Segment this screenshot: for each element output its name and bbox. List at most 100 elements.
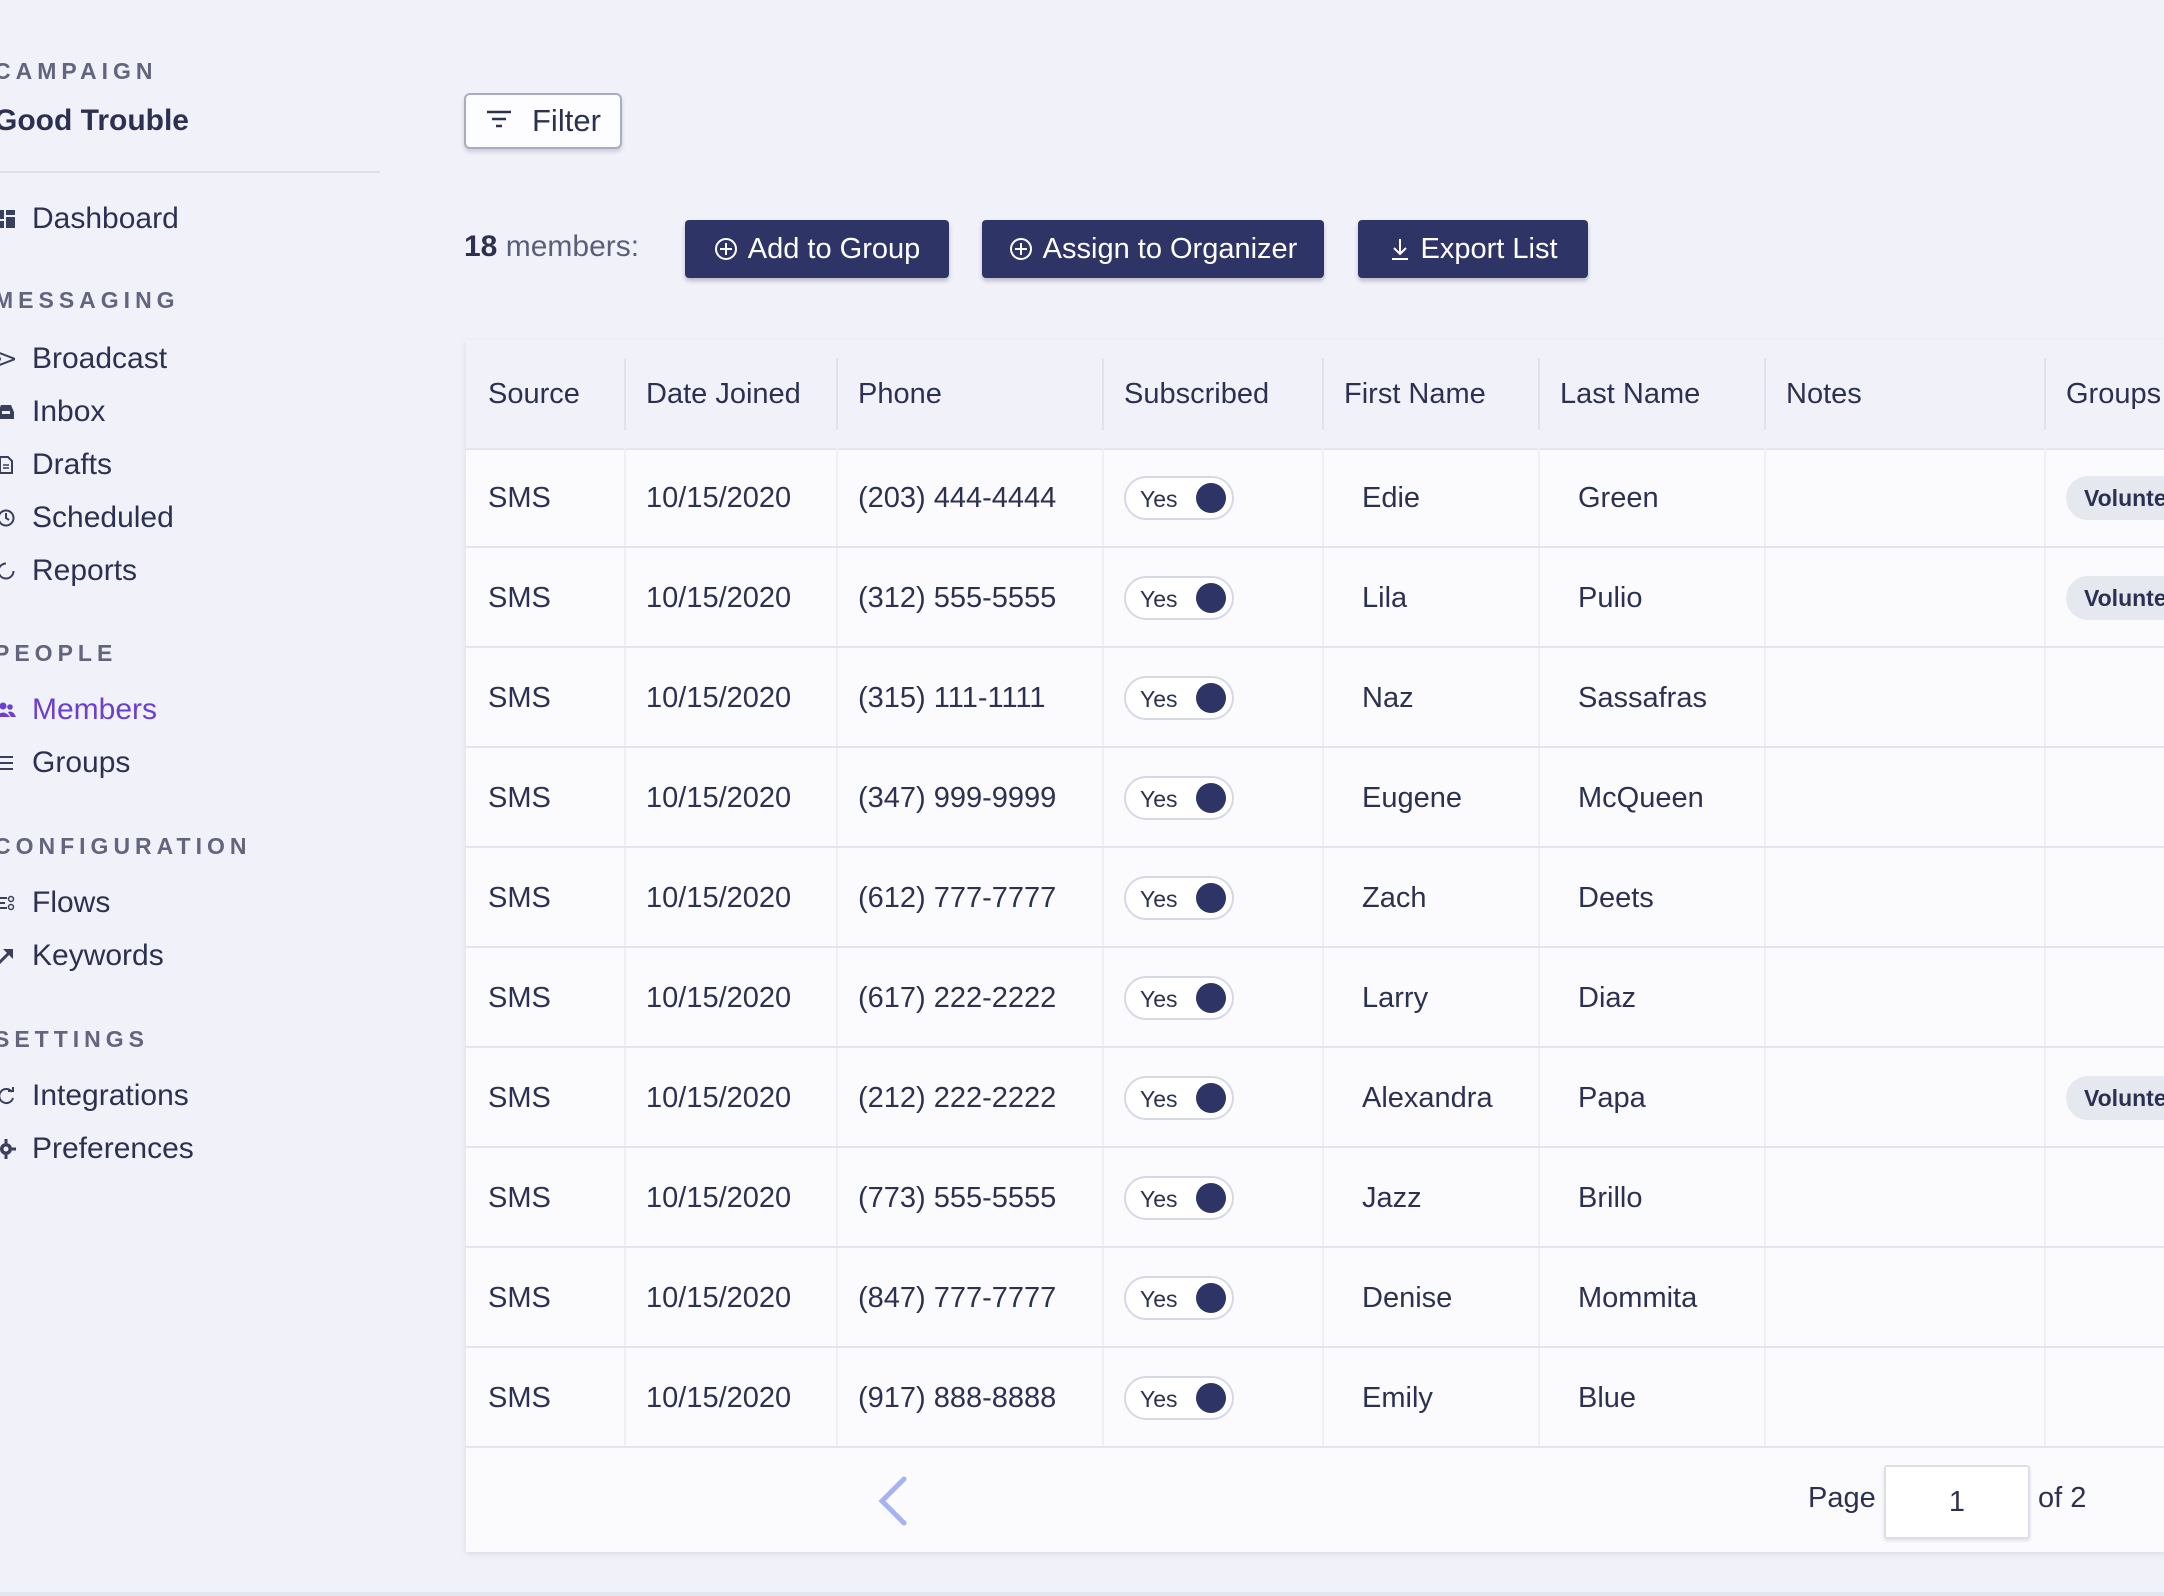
row-divider [836, 1248, 838, 1346]
cell-source: SMS [488, 981, 551, 1014]
sidebar-item-members[interactable]: Members [0, 686, 157, 734]
previous-page-button[interactable] [876, 1476, 910, 1531]
subscribed-toggle[interactable]: Yes [1124, 476, 1234, 520]
toggle-knob [1196, 1383, 1226, 1413]
chart-pie-icon [0, 561, 16, 581]
row-divider [1102, 1148, 1104, 1246]
add-to-group-button[interactable]: Add to Group [685, 220, 949, 278]
table-row[interactable]: SMS 10/15/2020 (847) 777-7777 Yes Denise… [466, 1248, 2164, 1348]
cell-source: SMS [488, 1181, 551, 1214]
sidebar-item-dashboard[interactable]: Dashboard [0, 195, 179, 243]
sidebar-item-drafts[interactable]: Drafts [0, 441, 112, 489]
row-divider [624, 1248, 626, 1346]
table-header: Source Date Joined Phone Subscribed Firs… [466, 340, 2164, 450]
subscribed-toggle[interactable]: Yes [1124, 1276, 1234, 1320]
column-header-subscribed[interactable]: Subscribed [1124, 377, 1270, 410]
sidebar-item-reports[interactable]: Reports [0, 547, 137, 595]
column-divider [1322, 358, 1324, 430]
row-divider [1764, 748, 1766, 846]
sidebar-item-scheduled[interactable]: Scheduled [0, 494, 174, 542]
column-divider [2044, 358, 2046, 430]
table-row[interactable]: SMS 10/15/2020 (347) 999-9999 Yes Eugene… [466, 748, 2164, 848]
chevron-left-icon [876, 1476, 910, 1530]
sidebar-item-preferences[interactable]: Preferences [0, 1125, 194, 1173]
cell-date-joined: 10/15/2020 [646, 1381, 792, 1414]
row-divider [1538, 748, 1540, 846]
cell-last-name: Diaz [1578, 981, 1637, 1014]
cell-last-name: Green [1578, 481, 1659, 514]
sidebar-item-label: Integrations [32, 1079, 189, 1112]
cell-source: SMS [488, 781, 551, 814]
subscribed-toggle[interactable]: Yes [1124, 1176, 1234, 1220]
cell-last-name: Mommita [1578, 1281, 1698, 1314]
row-divider [624, 748, 626, 846]
clock-icon [0, 508, 16, 528]
row-divider [1102, 748, 1104, 846]
column-header-first-name[interactable]: First Name [1344, 377, 1486, 410]
cell-last-name: Blue [1578, 1381, 1637, 1414]
messaging-section-label: MESSAGING [0, 287, 180, 313]
members-count: 18 members: [464, 230, 639, 264]
row-divider [1538, 948, 1540, 1046]
sidebar-item-label: Flows [32, 886, 111, 919]
sidebar-item-label: Scheduled [32, 501, 174, 534]
subscribed-toggle[interactable]: Yes [1124, 1076, 1234, 1120]
column-divider [624, 358, 626, 430]
toggle-knob [1196, 1183, 1226, 1213]
row-divider [1764, 1348, 1766, 1446]
row-divider [836, 1348, 838, 1446]
table-row[interactable]: SMS 10/15/2020 (312) 555-5555 Yes Lila P… [466, 548, 2164, 648]
group-badge[interactable]: Volunte [2066, 476, 2164, 520]
sidebar-item-broadcast[interactable]: Broadcast [0, 335, 167, 383]
sidebar-item-integrations[interactable]: Integrations [0, 1072, 189, 1120]
row-divider [1322, 948, 1324, 1046]
toggle-knob [1196, 1083, 1226, 1113]
assign-to-organizer-button[interactable]: Assign to Organizer [982, 220, 1324, 278]
sidebar-item-inbox[interactable]: Inbox [0, 388, 105, 436]
row-divider [624, 548, 626, 646]
row-divider [1322, 1248, 1324, 1346]
cell-first-name: Edie [1362, 481, 1421, 514]
export-list-button[interactable]: Export List [1358, 220, 1588, 278]
cell-last-name: Deets [1578, 881, 1654, 914]
subscribed-toggle[interactable]: Yes [1124, 976, 1234, 1020]
campaign-name[interactable]: Good Trouble [0, 104, 189, 137]
pagination: Page of 2 [466, 1448, 2164, 1552]
column-header-last-name[interactable]: Last Name [1560, 377, 1701, 410]
row-divider [2044, 648, 2046, 746]
column-header-groups[interactable]: Groups [2066, 377, 2162, 410]
column-header-source[interactable]: Source [488, 377, 580, 410]
column-header-phone[interactable]: Phone [858, 377, 942, 410]
group-badge[interactable]: Volunte [2066, 576, 2164, 620]
table-row[interactable]: SMS 10/15/2020 (917) 888-8888 Yes Emily … [466, 1348, 2164, 1448]
people-section-label: PEOPLE [0, 640, 118, 666]
column-header-notes[interactable]: Notes [1786, 377, 1862, 410]
table-row[interactable]: SMS 10/15/2020 (617) 222-2222 Yes Larry … [466, 948, 2164, 1048]
subscribed-toggle[interactable]: Yes [1124, 1376, 1234, 1420]
page-number-input[interactable] [1884, 1465, 2030, 1539]
subscribed-toggle[interactable]: Yes [1124, 576, 1234, 620]
dashboard-icon [0, 209, 16, 229]
row-divider [1538, 1248, 1540, 1346]
sidebar-item-keywords[interactable]: Keywords [0, 932, 164, 980]
subscribed-toggle[interactable]: Yes [1124, 676, 1234, 720]
cell-first-name: Eugene [1362, 781, 1462, 814]
toggle-knob [1196, 583, 1226, 613]
cell-phone: (347) 999-9999 [858, 781, 1057, 814]
sidebar-item-groups[interactable]: Groups [0, 739, 130, 787]
subscribed-toggle[interactable]: Yes [1124, 876, 1234, 920]
subscribed-toggle[interactable]: Yes [1124, 776, 1234, 820]
sidebar-item-label: Dashboard [32, 202, 179, 235]
table-row[interactable]: SMS 10/15/2020 (212) 222-2222 Yes Alexan… [466, 1048, 2164, 1148]
table-row[interactable]: SMS 10/15/2020 (315) 111-1111 Yes Naz Sa… [466, 648, 2164, 748]
filter-button[interactable]: Filter [464, 93, 622, 149]
column-header-date-joined[interactable]: Date Joined [646, 377, 801, 410]
table-row[interactable]: SMS 10/15/2020 (612) 777-7777 Yes Zach D… [466, 848, 2164, 948]
toggle-knob [1196, 983, 1226, 1013]
group-badge[interactable]: Volunte [2066, 1076, 2164, 1120]
sidebar-item-label: Drafts [32, 448, 113, 481]
table-row[interactable]: SMS 10/15/2020 (203) 444-4444 Yes Edie G… [466, 448, 2164, 548]
table-row[interactable]: SMS 10/15/2020 (773) 555-5555 Yes Jazz B… [466, 1148, 2164, 1248]
sidebar-item-flows[interactable]: Flows [0, 879, 110, 927]
row-divider [1102, 948, 1104, 1046]
